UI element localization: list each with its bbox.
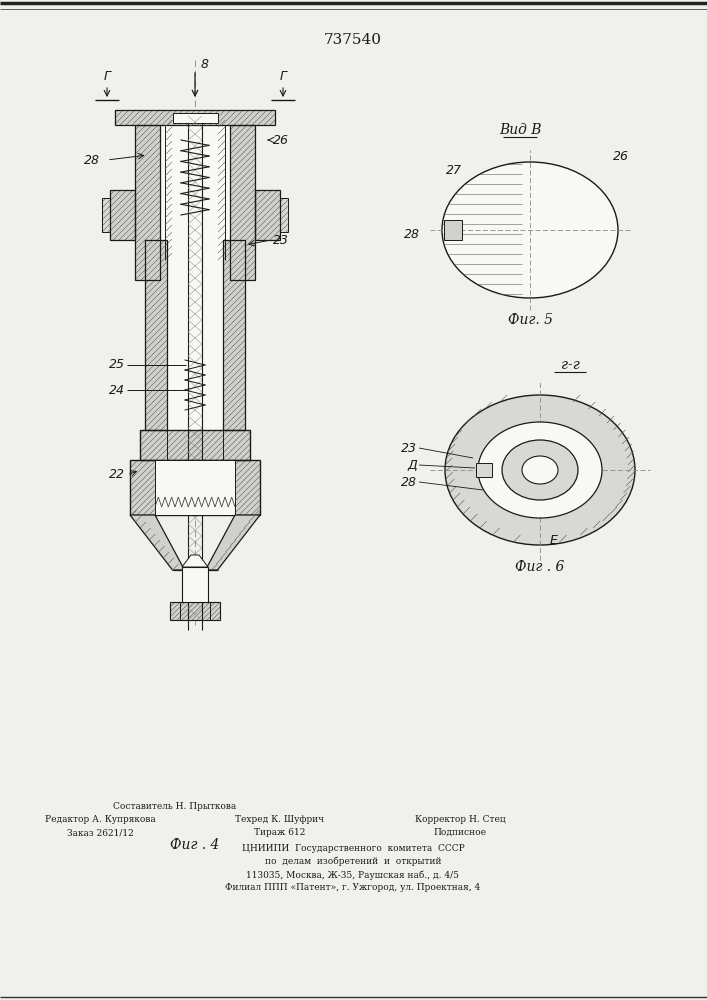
- Polygon shape: [182, 555, 208, 567]
- Bar: [444, 220, 462, 240]
- Text: Е: Е: [550, 534, 558, 546]
- Text: 8: 8: [201, 58, 209, 72]
- Text: Фиг. 5: Фиг. 5: [508, 313, 552, 327]
- Bar: [182, 567, 208, 602]
- Text: по  делам  изобретений  и  открытий: по делам изобретений и открытий: [264, 857, 441, 866]
- Bar: [280, 198, 288, 232]
- Bar: [130, 460, 260, 515]
- Bar: [255, 190, 280, 240]
- Text: Фиг . 4: Фиг . 4: [170, 838, 220, 852]
- Bar: [140, 430, 250, 460]
- Polygon shape: [130, 515, 185, 570]
- Text: Вид В: Вид В: [498, 123, 542, 137]
- Bar: [130, 460, 260, 515]
- Bar: [155, 460, 235, 515]
- Text: 25: 25: [109, 359, 125, 371]
- Text: 22: 22: [109, 468, 125, 482]
- Text: Тираж 612: Тираж 612: [255, 828, 305, 837]
- Bar: [110, 190, 135, 240]
- Text: 28: 28: [84, 153, 100, 166]
- Text: 28: 28: [401, 476, 417, 488]
- Bar: [102, 198, 110, 232]
- Text: г-г: г-г: [561, 358, 579, 372]
- Ellipse shape: [445, 395, 635, 545]
- Bar: [170, 602, 220, 620]
- Text: ЦНИИПИ  Государственного  комитета  СССР: ЦНИИПИ Государственного комитета СССР: [242, 844, 464, 853]
- Text: Техред К. Шуфрич: Техред К. Шуфрич: [235, 815, 325, 824]
- Bar: [115, 110, 275, 125]
- Bar: [135, 125, 160, 280]
- Bar: [140, 430, 250, 460]
- Text: 24: 24: [109, 383, 125, 396]
- Bar: [102, 198, 110, 232]
- Bar: [145, 240, 167, 430]
- Bar: [280, 198, 288, 232]
- Text: Фиг . 6: Фиг . 6: [515, 560, 565, 574]
- Bar: [160, 125, 230, 280]
- Ellipse shape: [478, 422, 602, 518]
- Bar: [135, 125, 160, 280]
- Text: 28: 28: [404, 229, 420, 241]
- Text: Корректор Н. Стец: Корректор Н. Стец: [415, 815, 506, 824]
- Bar: [255, 190, 280, 240]
- Bar: [130, 460, 260, 515]
- Bar: [223, 240, 245, 430]
- Text: 26: 26: [273, 133, 289, 146]
- Bar: [170, 602, 220, 620]
- Bar: [167, 240, 223, 430]
- Bar: [173, 113, 218, 123]
- Text: Г: Г: [279, 70, 286, 83]
- Bar: [223, 240, 245, 430]
- Ellipse shape: [502, 440, 578, 500]
- Text: Подписное: Подписное: [433, 828, 486, 837]
- Bar: [170, 602, 220, 620]
- Polygon shape: [206, 515, 260, 570]
- Bar: [115, 110, 275, 125]
- Text: 23: 23: [273, 233, 289, 246]
- Text: Филиал ППП «Патент», г. Ужгород, ул. Проектная, 4: Филиал ППП «Патент», г. Ужгород, ул. Про…: [226, 883, 481, 892]
- Text: 113035, Москва, Ж-35, Раушская наб., д. 4/5: 113035, Москва, Ж-35, Раушская наб., д. …: [247, 870, 460, 880]
- Bar: [230, 125, 255, 280]
- Bar: [140, 430, 250, 460]
- Bar: [110, 190, 135, 240]
- Bar: [110, 190, 135, 240]
- Bar: [223, 240, 245, 430]
- Bar: [115, 110, 275, 125]
- Bar: [280, 198, 288, 232]
- Text: 26: 26: [613, 150, 629, 163]
- Text: Редактор А. Купрякова: Редактор А. Купрякова: [45, 815, 156, 824]
- Bar: [255, 190, 280, 240]
- Bar: [230, 125, 255, 280]
- Ellipse shape: [442, 162, 618, 298]
- Text: Заказ 2621/12: Заказ 2621/12: [66, 828, 134, 837]
- Bar: [145, 240, 167, 430]
- Text: Г: Г: [103, 70, 110, 83]
- Text: 27: 27: [446, 163, 462, 176]
- Bar: [476, 463, 492, 477]
- Text: Д: Д: [407, 458, 417, 472]
- Bar: [135, 125, 160, 280]
- Bar: [145, 240, 167, 430]
- Text: Составитель Н. Прыткова: Составитель Н. Прыткова: [113, 802, 237, 811]
- Text: 737540: 737540: [324, 33, 382, 47]
- Ellipse shape: [522, 456, 558, 484]
- Bar: [102, 198, 110, 232]
- Bar: [230, 125, 255, 280]
- Text: 23: 23: [401, 442, 417, 454]
